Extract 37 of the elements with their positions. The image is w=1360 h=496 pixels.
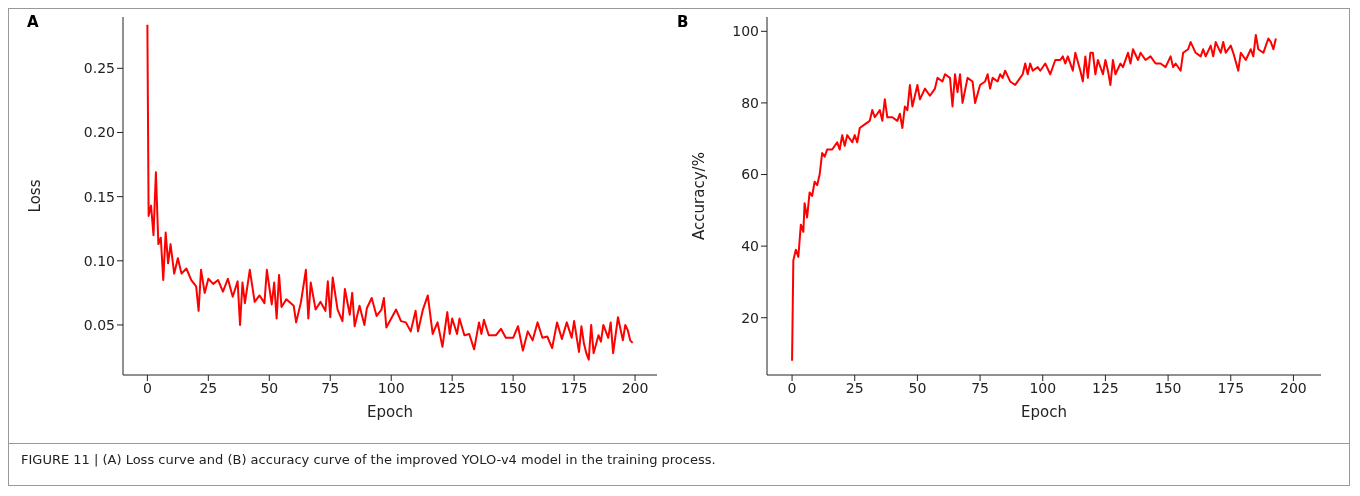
x-tick-label: 75 (321, 379, 340, 396)
x-axis-title: Epoch (367, 403, 413, 421)
x-tick-label: 0 (142, 379, 152, 396)
x-tick-label: 125 (438, 379, 466, 396)
x-tick-label: 100 (377, 379, 405, 396)
x-tick-label: 200 (621, 379, 649, 396)
x-tick-label: 175 (560, 379, 588, 396)
y-tick-label: 60 (741, 166, 759, 183)
caption: FIGURE 11 | (A) Loss curve and (B) accuracy curve of the improved YOLO-v4 model in the training process. (21, 452, 717, 467)
y-tick-label: 0.10 (83, 252, 115, 269)
y-tick-label: 20 (741, 309, 759, 326)
x-axis-title: Epoch (1021, 403, 1067, 421)
x-tick-label: 200 (1280, 379, 1307, 396)
y-axis-title: Accuracy/% (690, 152, 709, 240)
x-tick-label: 125 (1092, 379, 1119, 396)
x-tick-label: 100 (1029, 379, 1057, 396)
line-series (791, 33, 1277, 362)
y-tick-label: 100 (732, 23, 759, 40)
y-tick-label: 80 (741, 94, 759, 111)
y-axis-title: Loss (26, 179, 45, 213)
x-tick-label: 150 (499, 379, 527, 396)
y-tick-label: 0.25 (83, 60, 115, 77)
y-tick-label: 40 (741, 238, 759, 255)
line-series (146, 23, 634, 361)
chart-title: A (27, 13, 39, 31)
y-tick-label: 0.05 (83, 316, 115, 333)
x-tick-label: 175 (1217, 379, 1245, 396)
x-tick-label: 50 (908, 379, 927, 396)
y-tick-label: 0.20 (83, 124, 115, 141)
x-tick-label: 50 (260, 379, 279, 396)
x-tick-label: 75 (971, 379, 989, 396)
chart-title: B (677, 13, 689, 31)
x-tick-label: 150 (1154, 379, 1182, 396)
x-tick-label: 25 (199, 379, 218, 396)
x-tick-label: 25 (845, 379, 864, 396)
y-tick-label: 0.15 (83, 188, 115, 205)
x-tick-label: 0 (787, 379, 797, 396)
